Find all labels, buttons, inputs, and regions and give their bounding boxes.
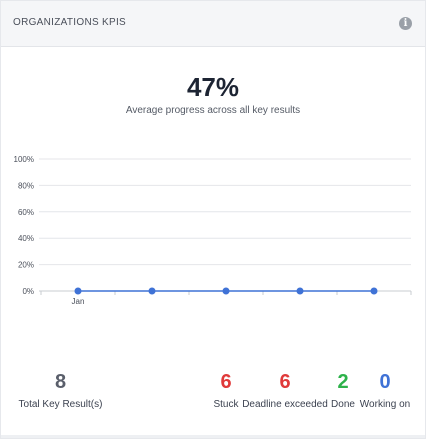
stat-done-label: Done: [331, 399, 355, 410]
widget-title: ORGANIZATIONS KPIS: [13, 17, 127, 28]
x-tick-label: Jan: [72, 297, 85, 306]
stat-stuck-label: Stuck: [213, 399, 239, 410]
stat-deadline: 6 Deadline exceeded: [241, 371, 329, 410]
stat-deadline-value: 6: [279, 371, 291, 393]
stat-stuck-value: 6: [220, 371, 232, 393]
stat-stuck: 6 Stuck: [211, 371, 241, 410]
stat-working-value: 0: [379, 371, 391, 393]
data-point: [296, 287, 304, 295]
info-icon[interactable]: i: [399, 17, 412, 30]
stat-working: 0 Working on: [357, 371, 413, 410]
y-tick-label: 20%: [18, 261, 34, 270]
stat-working-label: Working on: [359, 399, 411, 410]
widget-header: ORGANIZATIONS KPIS i: [1, 1, 425, 47]
average-progress-value: 47%: [186, 72, 240, 102]
average-progress-label: Average progress across all key results: [125, 105, 301, 116]
footer-divider: [1, 435, 425, 438]
y-tick-label: 40%: [18, 234, 34, 243]
data-point: [370, 287, 378, 295]
data-point: [74, 287, 82, 295]
y-tick-label: 0%: [22, 287, 34, 296]
stat-total-value: 8: [54, 371, 67, 393]
y-tick-label: 80%: [18, 181, 34, 190]
progress-line-chart: 100% 80% 60% 40% 20% 0% Jan: [14, 155, 412, 306]
stat-total: 8 Total Key Result(s): [13, 371, 108, 410]
stat-done: 2 Done: [329, 371, 357, 410]
stat-total-label: Total Key Result(s): [18, 399, 103, 410]
y-tick-label: 100%: [14, 155, 34, 164]
y-tick-label: 60%: [18, 208, 34, 217]
data-point: [222, 287, 230, 295]
stat-done-value: 2: [337, 371, 349, 393]
stat-deadline-label: Deadline exceeded: [242, 399, 328, 410]
data-point: [148, 287, 156, 295]
